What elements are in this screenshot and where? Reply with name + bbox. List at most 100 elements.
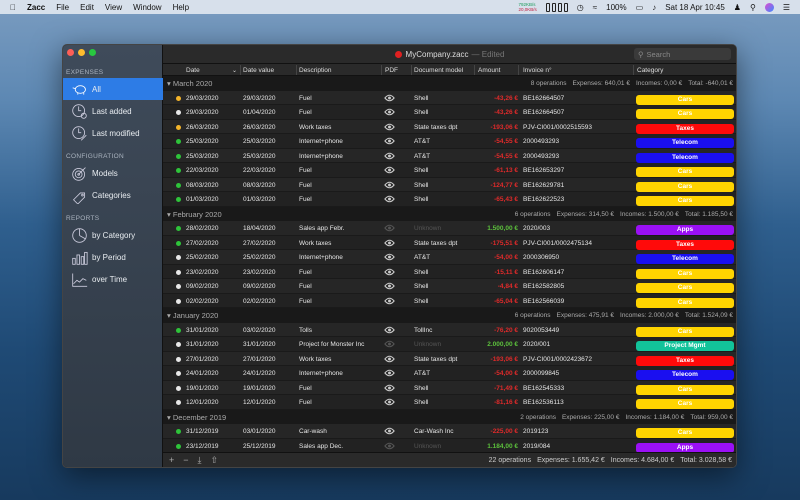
minimize-button[interactable]	[78, 49, 85, 56]
table-row[interactable]: 27/02/2020 27/02/2020 Work taxes State t…	[163, 235, 736, 250]
category-badge[interactable]: Taxes	[636, 355, 734, 366]
disclosure-triangle-icon[interactable]: ▾	[167, 311, 171, 320]
category-badge[interactable]: Cars	[636, 181, 734, 192]
eye-icon[interactable]	[384, 282, 395, 292]
network-monitor[interactable]: 792KB/s 20,0KB/s	[519, 2, 537, 12]
spotlight-icon[interactable]: ⚲	[749, 2, 756, 12]
wifi-icon[interactable]: ≈	[592, 2, 598, 12]
column-document-model[interactable]: Document model	[414, 67, 464, 74]
category-badge[interactable]: Cars	[636, 428, 734, 438]
cpu-meter-icon[interactable]	[545, 2, 568, 12]
table-row[interactable]: 01/03/2020 01/03/2020 Fuel Shell -65,43 …	[163, 192, 736, 207]
eye-icon[interactable]	[384, 398, 395, 408]
group-title[interactable]: ▾ December 2019	[167, 413, 226, 422]
eye-icon[interactable]	[384, 355, 395, 365]
eye-icon[interactable]	[384, 427, 395, 437]
sort-chevron-down-icon[interactable]: ⌄	[232, 68, 238, 74]
sidebar-item-last-modified[interactable]: Last modified	[63, 122, 163, 144]
eye-icon[interactable]	[384, 326, 395, 336]
close-button[interactable]	[67, 49, 74, 56]
category-badge[interactable]: Cars	[636, 94, 734, 105]
group-title[interactable]: ▾ February 2020	[167, 210, 222, 219]
eye-icon[interactable]	[384, 369, 395, 379]
sidebar-item-by-period[interactable]: by Period	[63, 246, 163, 268]
eye-icon[interactable]	[384, 384, 395, 394]
group-title[interactable]: ▾ January 2020	[167, 311, 218, 320]
volume-icon[interactable]: ♪	[652, 2, 657, 12]
eye-icon[interactable]	[384, 94, 395, 104]
menu-window[interactable]: Window	[127, 2, 161, 12]
table-row[interactable]: 09/02/2020 09/02/2020 Fuel Shell -4,84 €…	[163, 279, 736, 294]
table-row[interactable]: 27/01/2020 27/01/2020 Work taxes State t…	[163, 351, 736, 366]
category-badge[interactable]: Cars	[636, 167, 734, 177]
eye-icon[interactable]	[384, 297, 395, 307]
table-row[interactable]: 29/03/2020 29/03/2020 Fuel Shell -43,26 …	[163, 90, 736, 105]
zoom-button[interactable]	[89, 49, 96, 56]
table-row[interactable]: 25/03/2020 25/03/2020 Internet+phone AT&…	[163, 134, 736, 149]
category-badge[interactable]: Project Mgmt	[636, 341, 734, 351]
column-description[interactable]: Description	[299, 67, 332, 74]
category-badge[interactable]: Telecom	[636, 254, 734, 264]
share-icon[interactable]: ⇧	[210, 455, 219, 465]
menu-view[interactable]: View	[98, 2, 122, 12]
column-amount[interactable]: Amount	[478, 67, 501, 74]
eye-icon[interactable]	[384, 253, 395, 263]
group-header[interactable]: ▾ March 2020 8 operations Expenses: 640,0…	[163, 76, 736, 91]
clock[interactable]: Sat 18 Apr 10:45	[665, 2, 725, 12]
table-row[interactable]: 24/01/2020 24/01/2020 Internet+phone AT&…	[163, 366, 736, 381]
column-date-value[interactable]: Date value	[243, 67, 275, 74]
category-badge[interactable]: Telecom	[636, 370, 734, 380]
category-badge[interactable]: Taxes	[636, 123, 734, 134]
category-badge[interactable]: Cars	[636, 109, 734, 119]
eye-icon[interactable]	[384, 123, 395, 133]
category-badge[interactable]: Taxes	[636, 239, 734, 250]
table-row[interactable]: 25/02/2020 25/02/2020 Internet+phone AT&…	[163, 250, 736, 265]
category-badge[interactable]: Cars	[636, 268, 734, 279]
category-badge[interactable]: Cars	[636, 399, 734, 409]
table-row[interactable]: 23/02/2020 23/02/2020 Fuel Shell -15,11 …	[163, 264, 736, 279]
remove-button[interactable]: −	[183, 455, 189, 465]
table-row[interactable]: 26/03/2020 26/03/2020 Work taxes State t…	[163, 119, 736, 134]
group-header[interactable]: ▾ January 2020 6 operations Expenses: 475…	[163, 308, 736, 323]
eye-icon[interactable]	[384, 268, 395, 278]
table-row[interactable]: 12/01/2020 12/01/2020 Fuel Shell -81,16 …	[163, 395, 736, 410]
disclosure-triangle-icon[interactable]: ▾	[167, 412, 171, 422]
table-row[interactable]: 29/03/2020 01/04/2020 Fuel Shell -43,26 …	[163, 105, 736, 120]
table-row[interactable]: 31/01/2020 03/02/2020 Tolls TollInc -76,…	[163, 322, 736, 337]
user-icon[interactable]: ♟	[733, 2, 741, 12]
category-badge[interactable]: Cars	[636, 196, 734, 206]
table-row[interactable]: 08/03/2020 08/03/2020 Fuel Shell -124,77…	[163, 177, 736, 192]
sidebar-item-last-added[interactable]: Last added	[63, 100, 163, 122]
siri-icon[interactable]	[764, 2, 774, 12]
eye-icon[interactable]	[384, 181, 395, 191]
menu-edit[interactable]: Edit	[74, 2, 94, 12]
eye-icon[interactable]	[384, 195, 395, 205]
table-row[interactable]: 31/12/2019 03/01/2020 Car-wash Car-Wash …	[163, 424, 736, 439]
search-input[interactable]: ⚲ Search	[634, 48, 731, 60]
airplay-icon[interactable]: ▭	[635, 2, 644, 12]
table-row[interactable]: 02/02/2020 02/02/2020 Fuel Shell -65,04 …	[163, 293, 736, 308]
category-badge[interactable]: Telecom	[636, 152, 734, 163]
group-header[interactable]: ▾ December 2019 2 operations Expenses: 22…	[163, 409, 736, 424]
eye-icon[interactable]	[384, 239, 395, 249]
sidebar-item-by-category[interactable]: by Category	[63, 224, 163, 246]
category-badge[interactable]: Telecom	[636, 138, 734, 148]
category-badge[interactable]: Apps	[636, 442, 734, 452]
app-menu[interactable]: Zacc	[21, 2, 45, 12]
table-row[interactable]: 25/03/2020 25/03/2020 Internet+phone AT&…	[163, 148, 736, 163]
group-header[interactable]: ▾ February 2020 6 operations Expenses: 31…	[163, 206, 736, 221]
category-badge[interactable]: Cars	[636, 384, 734, 395]
sidebar-item-models[interactable]: Models	[63, 162, 163, 184]
import-icon[interactable]: ⤓	[197, 455, 202, 465]
eye-icon[interactable]	[384, 152, 395, 162]
apple-menu-icon[interactable]: 	[10, 3, 16, 12]
notification-center-icon[interactable]: ☰	[782, 2, 790, 12]
column-pdf[interactable]: PDF	[385, 67, 398, 74]
table-row[interactable]: 28/02/2020 18/04/2020 Sales app Febr. Un…	[163, 221, 736, 236]
time-machine-icon[interactable]: ◷	[576, 2, 584, 12]
category-badge[interactable]: Cars	[636, 326, 734, 337]
table-row[interactable]: 22/03/2020 22/03/2020 Fuel Shell -61,13 …	[163, 163, 736, 178]
column-category[interactable]: Category	[637, 67, 664, 74]
column-invoice[interactable]: Invoice n°	[523, 67, 552, 74]
table-row[interactable]: 19/01/2020 19/01/2020 Fuel Shell -71,49 …	[163, 380, 736, 395]
